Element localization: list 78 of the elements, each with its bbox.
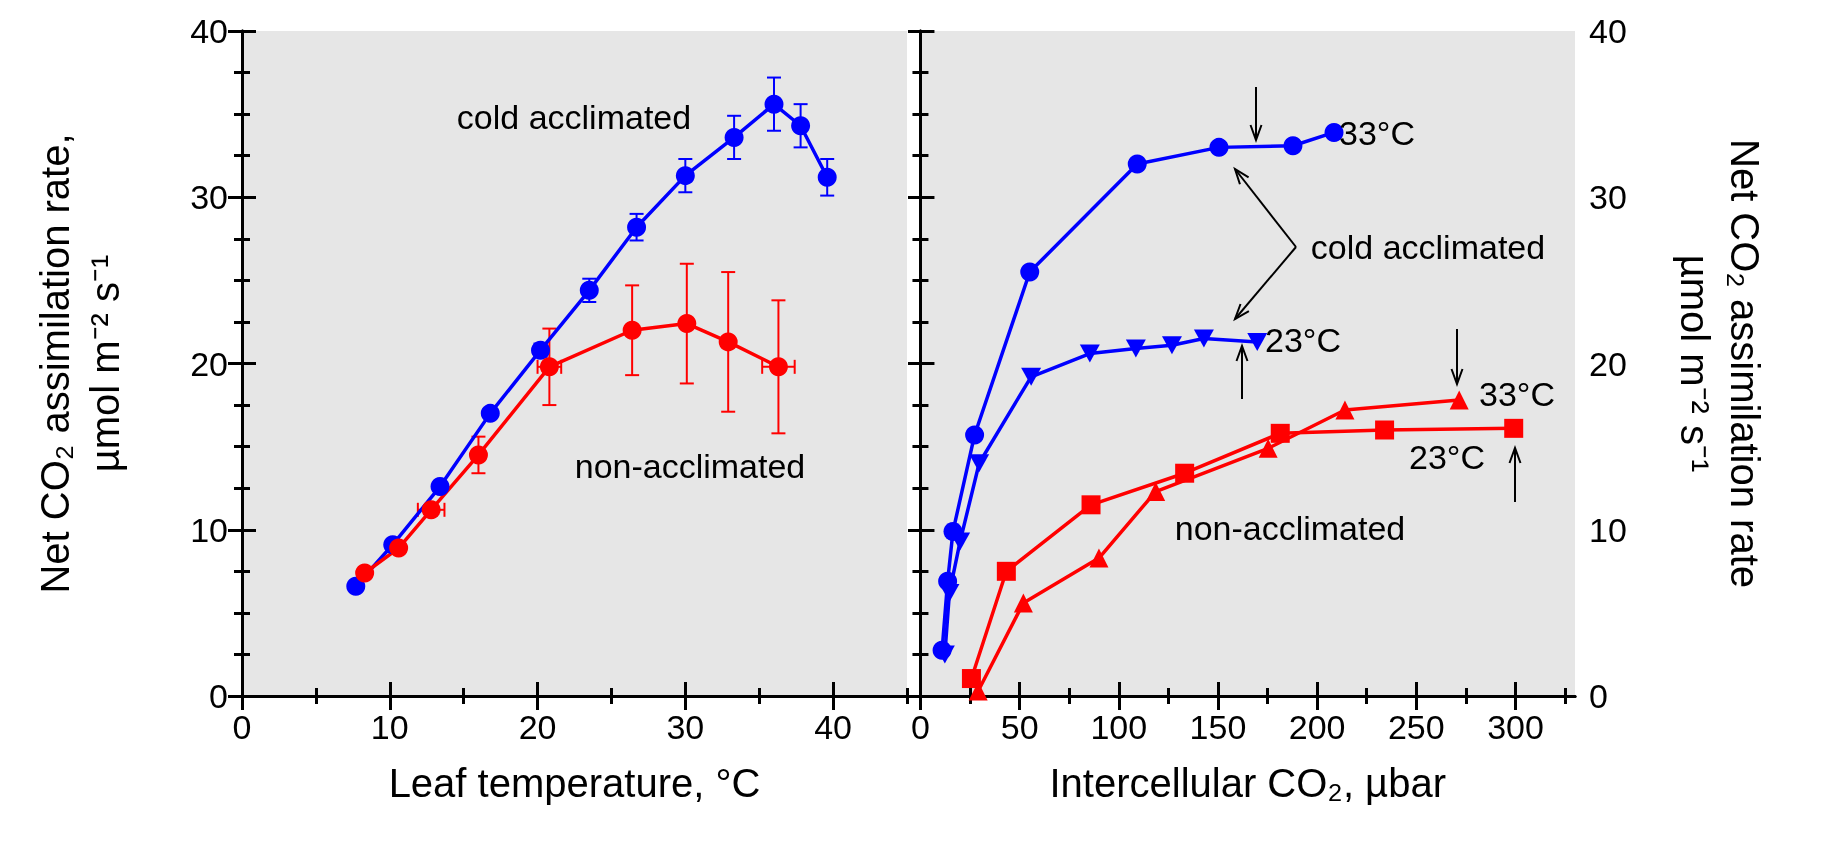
x-tick-label: 100 (1090, 708, 1148, 746)
annotation: cold acclimated (1310, 228, 1546, 266)
point (1193, 329, 1214, 348)
point (768, 357, 788, 377)
point (1375, 420, 1395, 440)
point (1021, 367, 1042, 386)
annotation: 23°C (1409, 438, 1485, 476)
x-axis-title: Leaf temperature, °C (388, 761, 761, 805)
point (1125, 339, 1146, 358)
point (1089, 548, 1109, 568)
point (1247, 332, 1268, 351)
point (675, 166, 695, 186)
point (1270, 423, 1290, 443)
y2-tick-label: 0 (1589, 677, 1608, 715)
y-tick-label: 10 (190, 510, 228, 549)
point (1335, 400, 1355, 420)
point (1079, 344, 1100, 363)
point (724, 127, 744, 147)
annotation: non-acclimated (1174, 509, 1406, 547)
x-tick-label: 30 (666, 708, 705, 746)
y2-tick-label: 30 (1589, 178, 1627, 217)
point (1449, 390, 1469, 410)
point (764, 94, 784, 114)
point (539, 357, 559, 377)
x-axis-title: Intercellular CO₂, µbar (1049, 761, 1446, 805)
x-tick-label: 10 (370, 708, 409, 746)
x-tick-label: 20 (518, 708, 557, 746)
point (1283, 136, 1303, 156)
point (996, 561, 1016, 581)
point (965, 425, 985, 445)
point (468, 445, 488, 465)
y-axis-title: Net CO₂ assimilation rate, µmol m⁻² s⁻¹ (33, 133, 127, 594)
annotation: cold acclimated (456, 98, 692, 136)
annotation: 33°C (1479, 375, 1555, 413)
point (346, 576, 366, 596)
x-tick-label: 250 (1387, 708, 1445, 746)
point (1081, 495, 1101, 515)
point (421, 500, 441, 520)
annotation: 33°C (1339, 114, 1415, 152)
point (389, 538, 409, 558)
point (969, 454, 990, 473)
point (677, 314, 697, 334)
point (480, 403, 500, 423)
x-tick-label: 150 (1189, 708, 1247, 746)
point (1127, 154, 1147, 174)
y2-axis-title: Net CO₂ assimilation rate µmol m⁻² s⁻¹ (1673, 138, 1767, 589)
point (622, 320, 642, 340)
point (718, 332, 738, 352)
point (1504, 418, 1524, 438)
y-tick-label: 40 (190, 12, 228, 50)
point (1209, 137, 1229, 157)
x-tick-label: 50 (1000, 708, 1039, 746)
annotation: non-acclimated (574, 447, 806, 485)
point (1161, 336, 1182, 355)
point (355, 563, 375, 583)
y-tick-label: 0 (209, 677, 228, 715)
point (1258, 438, 1278, 458)
annotation: 23°C (1265, 321, 1341, 359)
point (1146, 482, 1166, 502)
point (791, 116, 811, 136)
point (1020, 262, 1040, 282)
x-tick-label: 40 (814, 708, 853, 746)
point (961, 669, 981, 689)
y2-tick-label: 20 (1589, 344, 1627, 383)
point (1013, 593, 1033, 613)
point (1175, 463, 1195, 483)
x-tick-label: 200 (1288, 708, 1346, 746)
y-tick-label: 30 (190, 178, 228, 217)
point (817, 167, 837, 187)
x-tick-label: 0 (232, 708, 252, 746)
x-tick-label: 300 (1487, 708, 1544, 746)
y2-tick-label: 40 (1589, 12, 1627, 50)
point (627, 217, 647, 237)
point (430, 477, 450, 497)
y2-tick-label: 10 (1589, 510, 1627, 549)
point (939, 583, 960, 602)
y-tick-label: 20 (190, 344, 228, 383)
x-tick-label: 0 (910, 708, 930, 746)
